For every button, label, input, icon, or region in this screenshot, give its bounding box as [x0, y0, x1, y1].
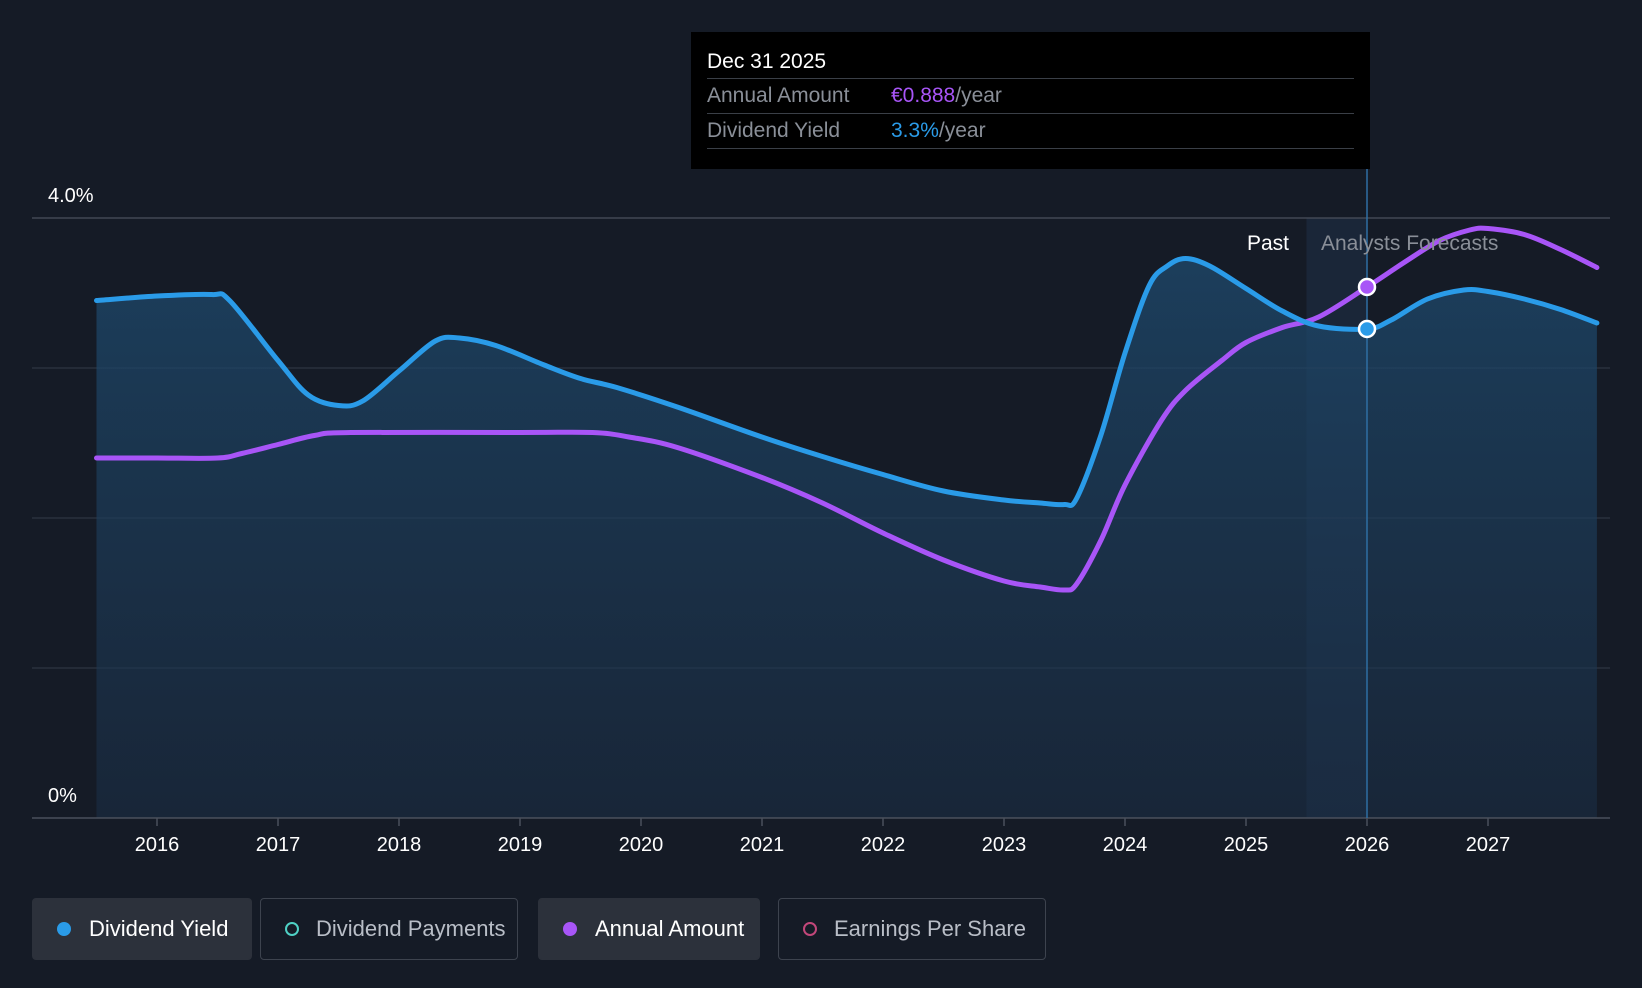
x-tick-label: 2022 [861, 834, 906, 856]
tooltip-value: 3.3% [891, 119, 939, 142]
legend-label: Dividend Yield [89, 916, 229, 941]
legend-earnings-per-share[interactable]: Earnings Per Share [778, 898, 1046, 960]
legend-dividend-yield[interactable]: Dividend Yield [32, 898, 252, 960]
x-tick-label: 2023 [982, 834, 1027, 856]
x-tick-label: 2027 [1466, 834, 1511, 856]
tooltip-label: Dividend Yield [707, 119, 841, 142]
tooltip-value-wrap: €0.888/year [891, 79, 1002, 113]
tooltip-value-wrap: 3.3%/year [891, 114, 986, 148]
tooltip-unit: /year [938, 119, 986, 142]
forecast-label: Analysts Forecasts [1321, 232, 1498, 255]
tooltip-row-annual-amount: Annual Amount €0.888/year [707, 78, 1354, 113]
dividend-payments-circle-icon [285, 922, 299, 936]
x-tick-label: 2025 [1224, 834, 1269, 856]
dividend-yield-dot-icon [57, 922, 71, 936]
dividend-yield-area [96, 258, 1597, 818]
x-axis-ticks: 2016 2017 2018 2019 2020 2021 2022 2023 2024 2025… [135, 818, 1511, 856]
tooltip-label: Annual Amount [707, 84, 850, 107]
tooltip-value: €0.888 [891, 84, 956, 107]
x-tick-label: 2017 [256, 834, 301, 856]
x-tick-label: 2016 [135, 834, 180, 856]
x-tick-label: 2026 [1345, 834, 1390, 856]
legend-dividend-payments[interactable]: Dividend Payments [260, 898, 518, 960]
annual-amount-line [94, 225, 1600, 593]
past-label: Past [1247, 232, 1289, 255]
tooltip-date: Dec 31 2025 [707, 50, 827, 73]
annual-amount-dot-icon [563, 922, 577, 936]
legend-label: Dividend Payments [316, 916, 506, 941]
earnings-per-share-circle-icon [803, 922, 817, 936]
x-tick-label: 2021 [740, 834, 785, 856]
annual-amount-marker [1357, 277, 1377, 297]
y-tick-label-bottom: 0% [48, 785, 77, 807]
y-tick-label-top: 4.0% [48, 185, 94, 207]
x-tick-label: 2024 [1103, 834, 1148, 856]
dividend-yield-marker [1357, 319, 1377, 339]
legend-label: Earnings Per Share [834, 916, 1026, 941]
x-tick-label: 2020 [619, 834, 664, 856]
tooltip: Dec 31 2025 Annual Amount €0.888/year Di… [691, 32, 1370, 169]
tooltip-unit: /year [955, 84, 1002, 107]
x-tick-label: 2018 [377, 834, 422, 856]
tooltip-row-dividend-yield: Dividend Yield 3.3%/year [707, 113, 1354, 149]
legend-annual-amount[interactable]: Annual Amount [538, 898, 760, 960]
x-tick-label: 2019 [498, 834, 543, 856]
legend-label: Annual Amount [595, 916, 745, 941]
